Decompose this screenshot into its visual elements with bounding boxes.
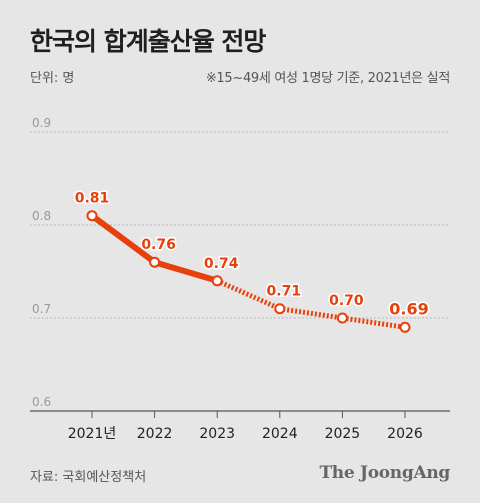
x-axis: 2021년 2022 2023 2024 2025 2026 [68,411,423,442]
data-point [211,275,223,287]
series-line [89,212,406,330]
data-label: 0.70 [329,293,364,309]
data-point [274,303,286,315]
y-tick-label: 0.8 [32,209,51,223]
data-point [149,256,161,268]
x-tick-label: 2025 [325,426,361,442]
data-label: 0.69 [389,299,428,318]
data-label: 0.74 [204,256,239,272]
x-tick-label: 2024 [262,426,298,442]
x-tick-label: 2021년 [68,426,117,442]
y-tick-label: 0.9 [32,116,51,130]
publisher-logo: The JoongAng [319,463,450,483]
data-label: 0.81 [75,191,110,207]
x-tick-label: 2026 [387,426,423,442]
x-tick-label: 2023 [199,426,235,442]
line-chart: 0.9 0.8 0.7 0.6 2021년 2022 2023 2024 2025 2026 0… [30,116,450,442]
source-text: 자료: 국회예산정책처 [30,470,147,485]
y-tick-label: 0.7 [32,302,51,316]
data-point [336,312,348,324]
chart-note: ※15~49세 여성 1명당 기준, 2021년은 실적 [205,71,450,86]
data-points [86,210,411,333]
data-labels: 0.81 0.76 0.74 0.71 0.70 0.69 [73,189,430,320]
unit-label: 단위: 명 [30,71,75,86]
grid-lines: 0.9 0.8 0.7 0.6 [30,116,450,412]
data-label: 0.71 [267,284,302,300]
y-tick-label: 0.6 [32,395,51,409]
x-tick-label: 2022 [137,426,173,442]
series-line-projection [216,278,406,330]
data-point [86,210,98,222]
data-label: 0.76 [141,237,176,253]
chart-title: 한국의 합계출산율 전망 [30,27,266,56]
data-point [399,321,411,333]
